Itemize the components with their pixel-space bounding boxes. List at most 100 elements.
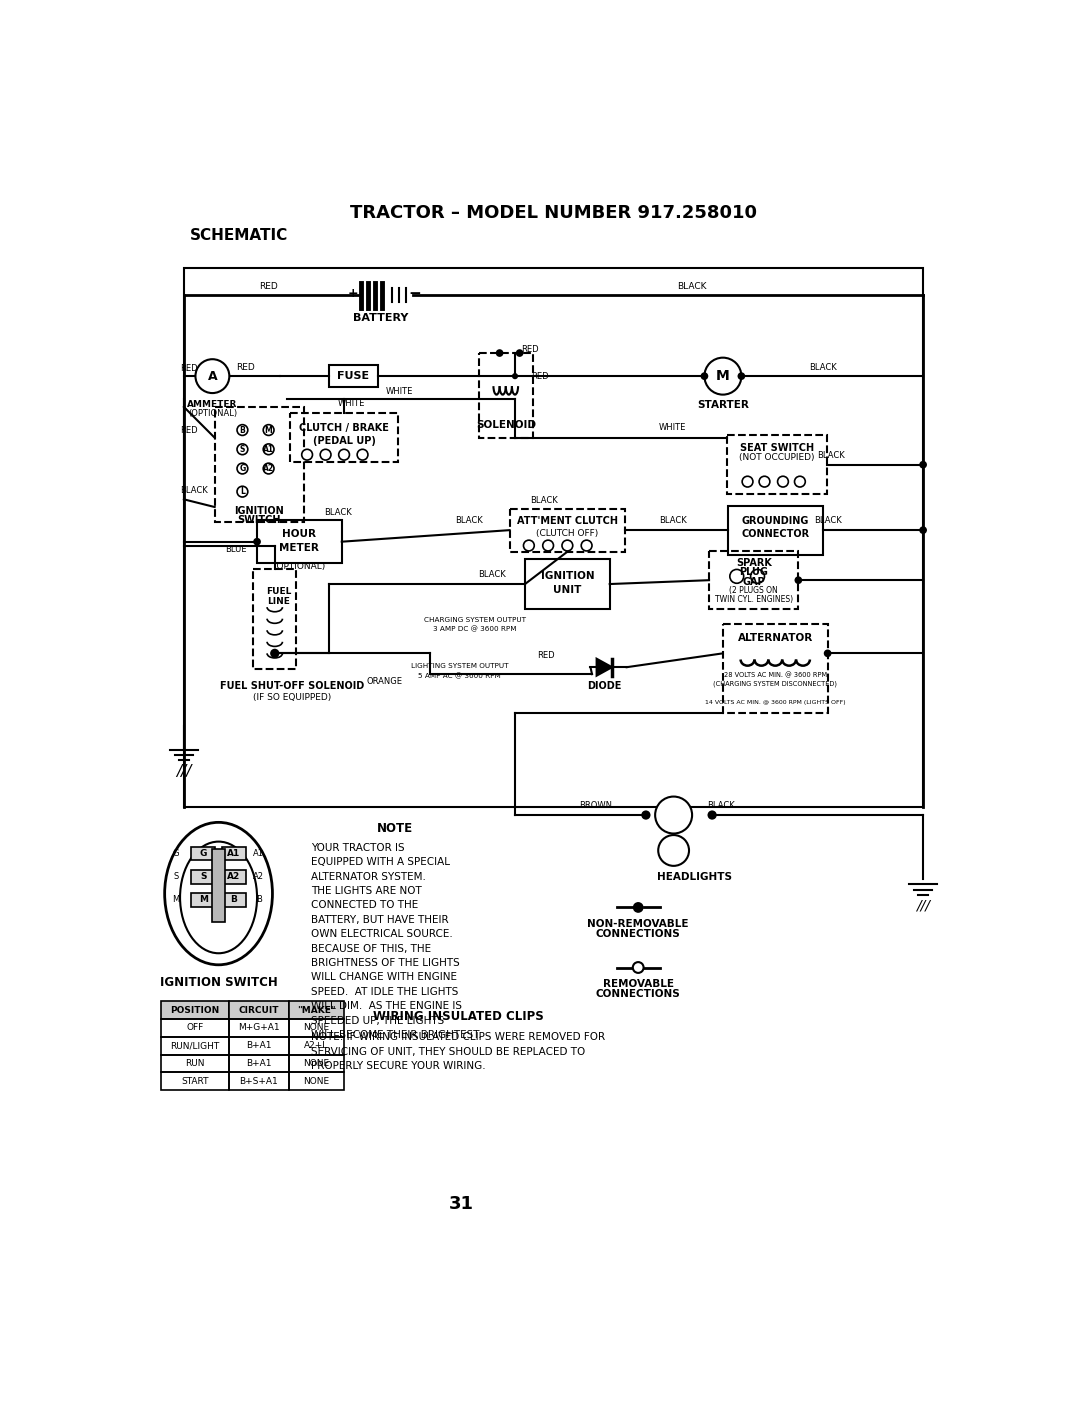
Circle shape xyxy=(320,449,330,460)
Text: S: S xyxy=(200,872,206,880)
Bar xyxy=(723,624,827,714)
Circle shape xyxy=(742,477,753,486)
Bar xyxy=(525,559,610,608)
Text: M: M xyxy=(199,896,207,904)
Text: A1: A1 xyxy=(227,850,241,858)
Text: CONNECTIONS: CONNECTIONS xyxy=(596,930,680,939)
Text: RUN: RUN xyxy=(185,1059,204,1068)
Text: NONE: NONE xyxy=(303,1059,329,1068)
Bar xyxy=(191,893,216,907)
Bar xyxy=(184,268,923,808)
Text: A2: A2 xyxy=(253,872,265,880)
Circle shape xyxy=(543,540,553,551)
Circle shape xyxy=(707,810,717,820)
Text: CLUTCH / BRAKE: CLUTCH / BRAKE xyxy=(299,423,389,433)
Text: A2: A2 xyxy=(264,464,274,472)
Bar xyxy=(221,847,246,861)
Text: "MAKE": "MAKE" xyxy=(297,1005,336,1015)
Text: A: A xyxy=(207,370,217,383)
Text: A1: A1 xyxy=(264,444,274,454)
Bar xyxy=(229,1073,288,1089)
Text: UNIT: UNIT xyxy=(553,585,581,596)
Bar xyxy=(288,1019,345,1037)
Bar xyxy=(161,1073,229,1089)
Text: LINE: LINE xyxy=(267,597,291,606)
Bar xyxy=(229,1001,288,1019)
Text: B+S+A1: B+S+A1 xyxy=(239,1077,278,1085)
Text: BLACK: BLACK xyxy=(659,516,687,526)
Text: B+A1: B+A1 xyxy=(246,1059,271,1068)
Text: IGNITION SWITCH: IGNITION SWITCH xyxy=(160,976,278,988)
Text: NONE: NONE xyxy=(303,1023,329,1032)
Text: 28 VOLTS AC MIN. @ 3600 RPM: 28 VOLTS AC MIN. @ 3600 RPM xyxy=(724,672,827,679)
Text: M: M xyxy=(265,426,272,435)
Text: A2+L: A2+L xyxy=(305,1042,328,1050)
Bar xyxy=(291,414,397,463)
Text: G: G xyxy=(173,850,179,858)
Circle shape xyxy=(730,569,744,583)
Text: RED: RED xyxy=(531,372,550,380)
Circle shape xyxy=(919,526,927,534)
Circle shape xyxy=(795,477,806,486)
Text: A2: A2 xyxy=(227,872,241,880)
Bar xyxy=(191,869,216,883)
Text: FUSE: FUSE xyxy=(337,372,369,381)
Text: IGNITION: IGNITION xyxy=(234,506,284,516)
Text: BLACK: BLACK xyxy=(813,516,841,526)
Text: 14 VOLTS AC MIN. @ 3600 RPM (LIGHTS OFF): 14 VOLTS AC MIN. @ 3600 RPM (LIGHTS OFF) xyxy=(705,700,846,705)
Text: M+G+A1: M+G+A1 xyxy=(238,1023,280,1032)
Text: +: + xyxy=(348,287,359,300)
Text: BROWN: BROWN xyxy=(579,802,612,810)
Circle shape xyxy=(633,962,644,973)
Text: NON-REMOVABLE: NON-REMOVABLE xyxy=(588,920,689,930)
Bar xyxy=(229,1037,288,1054)
Text: WHITE: WHITE xyxy=(386,387,414,395)
Text: AMMETER: AMMETER xyxy=(187,400,238,409)
Bar xyxy=(328,366,378,387)
Text: (CLUTCH OFF): (CLUTCH OFF) xyxy=(537,529,598,538)
Text: TWIN CYL. ENGINES): TWIN CYL. ENGINES) xyxy=(715,594,793,604)
Circle shape xyxy=(264,463,274,474)
Text: STARTER: STARTER xyxy=(697,401,748,411)
Text: RED: RED xyxy=(180,426,198,435)
Text: PLUG: PLUG xyxy=(740,568,768,578)
Text: GROUNDING: GROUNDING xyxy=(742,516,809,526)
Text: RED: RED xyxy=(237,363,255,372)
Circle shape xyxy=(496,349,503,358)
Bar xyxy=(727,436,827,494)
Text: LIGHTING SYSTEM OUTPUT: LIGHTING SYSTEM OUTPUT xyxy=(410,663,509,669)
Text: CIRCUIT: CIRCUIT xyxy=(239,1005,279,1015)
Text: RED: RED xyxy=(537,651,555,660)
Circle shape xyxy=(795,576,802,585)
Circle shape xyxy=(701,373,708,380)
Bar xyxy=(221,893,246,907)
Text: FUEL: FUEL xyxy=(266,587,292,596)
Text: ALTERNATOR: ALTERNATOR xyxy=(738,632,813,644)
Circle shape xyxy=(919,461,927,468)
Text: BLACK: BLACK xyxy=(816,451,845,460)
Text: 5 AMP AC @ 3600 RPM: 5 AMP AC @ 3600 RPM xyxy=(418,673,501,679)
Circle shape xyxy=(824,649,832,658)
Bar xyxy=(288,1054,345,1073)
Text: CHARGING SYSTEM OUTPUT: CHARGING SYSTEM OUTPUT xyxy=(424,617,526,624)
Circle shape xyxy=(237,463,247,474)
Circle shape xyxy=(751,569,765,583)
Text: WIRING INSULATED CLIPS: WIRING INSULATED CLIPS xyxy=(373,1011,543,1023)
Text: HEADLIGHTS: HEADLIGHTS xyxy=(657,872,732,882)
Text: −: − xyxy=(408,286,421,301)
Polygon shape xyxy=(596,659,612,676)
Circle shape xyxy=(704,358,741,394)
Text: (2 PLUGS ON: (2 PLUGS ON xyxy=(729,586,778,596)
Circle shape xyxy=(524,540,535,551)
Text: CONNECTIONS: CONNECTIONS xyxy=(596,990,680,1000)
Circle shape xyxy=(656,796,692,834)
Bar xyxy=(257,520,341,564)
Text: M: M xyxy=(173,896,180,904)
Text: CONNECTOR: CONNECTOR xyxy=(741,529,809,538)
Text: RED: RED xyxy=(259,282,278,292)
Text: ///: /// xyxy=(176,764,191,778)
Circle shape xyxy=(301,449,312,460)
Bar xyxy=(253,569,296,669)
Circle shape xyxy=(581,540,592,551)
Text: ORANGE: ORANGE xyxy=(366,677,402,687)
